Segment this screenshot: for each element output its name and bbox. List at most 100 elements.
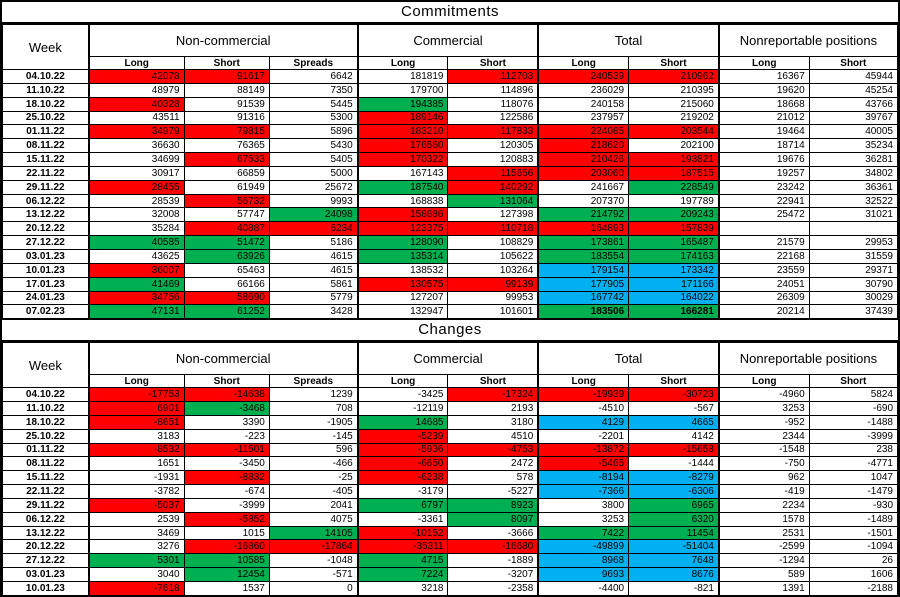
value-cell: 36361 (808, 179, 898, 195)
header-group-row: Week Non-commercial Commercial Total Nonrepo… (2, 342, 898, 389)
value-cell: -7957 (356, 594, 449, 595)
table-row: 11.10.22 6901 -3468 708 -12119 2193 -4510 -567 3… (2, 401, 898, 416)
week-column-header: Week (2, 342, 90, 389)
value-cell: -145 (268, 428, 359, 444)
value-cell: -2201 (537, 428, 630, 444)
value-cell: 241667 (537, 179, 630, 195)
value-cell: 167742 (537, 290, 630, 306)
value-cell: 18714 (717, 138, 810, 154)
value-cell: 40887 (183, 221, 270, 237)
value-cell: 6965 (628, 497, 720, 513)
value-cell: 67533 (183, 152, 270, 167)
column-header-non-commercial-spreads: Spreads (268, 56, 359, 70)
group-header-total: Total (537, 342, 720, 376)
value-cell: 3390 (183, 414, 270, 430)
value-cell: 8968 (537, 553, 630, 569)
header-subcolumn-row: Long Short Spreads Long Short Long Short Long Sh… (3, 374, 898, 389)
value-cell: 5000 (268, 165, 359, 181)
value-cell: 3469 (87, 525, 185, 541)
value-cell: -7618 (87, 581, 185, 595)
value-cell: -13872 (537, 442, 630, 458)
week-column-header: Week (2, 24, 90, 70)
value-cell: 3276 (87, 539, 185, 555)
group-header-nonreportable-positions: Nonreportable positions (717, 24, 898, 57)
value-cell: 2193 (447, 401, 539, 416)
value-cell: 61949 (183, 179, 270, 195)
value-cell: -3999 (808, 428, 898, 444)
header-subcolumn-row: Long Short Spreads Long Short Long Short Long Sh… (3, 56, 898, 70)
value-cell: 492 (717, 594, 810, 595)
value-cell: 1419 (808, 594, 898, 595)
week-cell: 08.11.22 (2, 456, 90, 472)
value-cell: 7350 (268, 82, 359, 98)
value-cell: 176560 (356, 138, 449, 154)
value-cell: -571 (268, 567, 359, 582)
column-header-nonreportable-positions-short: Short (808, 374, 898, 389)
value-cell: 131064 (447, 193, 539, 209)
table-row: 07.02.23 47131 61252 3428 132947 101601 183506… (2, 304, 898, 320)
week-cell: 22.11.22 (2, 484, 90, 499)
value-cell (717, 221, 810, 237)
value-cell: 203060 (537, 165, 630, 181)
value-cell: 63926 (183, 248, 270, 264)
table-row: 11.10.22 48979 88149 7350 179700 114896 236029… (2, 82, 898, 98)
value-cell: -6238 (356, 470, 449, 486)
value-cell: -4510 (537, 401, 630, 416)
value-cell: 202100 (628, 138, 720, 154)
value-cell: -1931 (87, 470, 185, 486)
value-cell: -17753 (87, 387, 185, 403)
value-cell: 210426 (537, 152, 630, 167)
table-row: 18.10.22 40328 91539 5445 194385 118076 240158… (2, 96, 898, 112)
week-cell: 01.11.22 (2, 442, 90, 458)
week-cell: 18.10.22 (2, 96, 90, 112)
table-row: 03.01.23 43625 63926 4615 135314 105622 183554… (2, 248, 898, 264)
table-row: 17.01.2354627031246-7957-4125-1249-21764… (2, 594, 898, 595)
value-cell: 61252 (183, 304, 270, 320)
table-row: 20.12.22 35284 40887 6234 123375 110718 164893… (2, 221, 898, 237)
value-cell: -14638 (183, 387, 270, 403)
value-cell: -1488 (808, 414, 898, 430)
value-cell: 43766 (808, 96, 898, 112)
value-cell: 9693 (537, 567, 630, 582)
column-header-commercial-long: Long (356, 374, 449, 389)
value-cell: 47131 (87, 304, 185, 320)
value-cell: 91316 (183, 110, 270, 126)
value-cell: -1489 (808, 511, 898, 527)
value-cell: 240539 (537, 69, 630, 84)
value-cell: 5861 (268, 276, 359, 292)
value-cell: 1239 (268, 387, 359, 403)
value-cell: 7648 (628, 553, 720, 569)
value-cell: 34802 (808, 165, 898, 181)
table-row: 08.11.22 1651 -3450 -466 -6650 2472 -5465 -1444… (2, 456, 898, 472)
value-cell: -1249 (537, 594, 630, 595)
value-cell: -2176 (628, 594, 720, 595)
value-cell: 108829 (447, 235, 539, 250)
value-cell: 8923 (447, 497, 539, 513)
table-row: 29.11.22 -5037 -3999 2041 6797 8923 3800 6965 22… (2, 497, 898, 513)
table-row: 17.01.23 41469 66166 5861 130575 99139 177905 1… (2, 276, 898, 292)
value-cell: 30029 (808, 290, 898, 306)
value-cell: 43625 (87, 248, 185, 264)
value-cell: -1294 (717, 553, 810, 569)
value-cell: -8279 (628, 470, 720, 486)
value-cell: 1246 (268, 594, 359, 595)
value-cell: 112703 (447, 69, 539, 84)
value-cell: 2041 (268, 497, 359, 513)
column-header-total-short: Short (628, 56, 720, 70)
value-cell: 12454 (183, 567, 270, 582)
value-cell: 1391 (717, 581, 810, 595)
value-cell: -4125 (447, 594, 539, 595)
value-cell: -3782 (87, 484, 185, 499)
column-header-nonreportable-positions-short: Short (808, 56, 898, 70)
value-cell: 5445 (268, 96, 359, 112)
value-cell: -8832 (183, 470, 270, 486)
value-cell: 197789 (628, 193, 720, 209)
value-cell: 140292 (447, 179, 539, 195)
value-cell: 66859 (183, 165, 270, 181)
value-cell: 42078 (87, 69, 185, 84)
value-cell: -5465 (537, 456, 630, 472)
column-header-non-commercial-spreads: Spreads (268, 374, 359, 389)
value-cell: 8676 (628, 567, 720, 582)
value-cell: 5896 (268, 124, 359, 140)
value-cell: -2599 (717, 539, 810, 555)
